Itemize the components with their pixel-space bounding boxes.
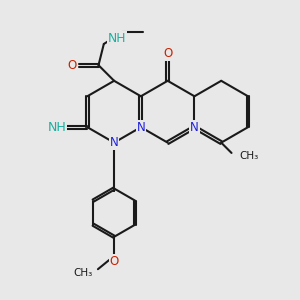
Text: CH₃: CH₃ bbox=[74, 268, 93, 278]
Text: NH: NH bbox=[107, 32, 126, 45]
Text: NH: NH bbox=[47, 121, 66, 134]
Text: O: O bbox=[163, 47, 172, 60]
Text: N: N bbox=[110, 136, 118, 149]
Text: O: O bbox=[68, 59, 76, 72]
Text: CH₃: CH₃ bbox=[239, 151, 258, 161]
Text: N: N bbox=[136, 121, 145, 134]
Text: O: O bbox=[110, 255, 119, 268]
Text: N: N bbox=[190, 121, 199, 134]
